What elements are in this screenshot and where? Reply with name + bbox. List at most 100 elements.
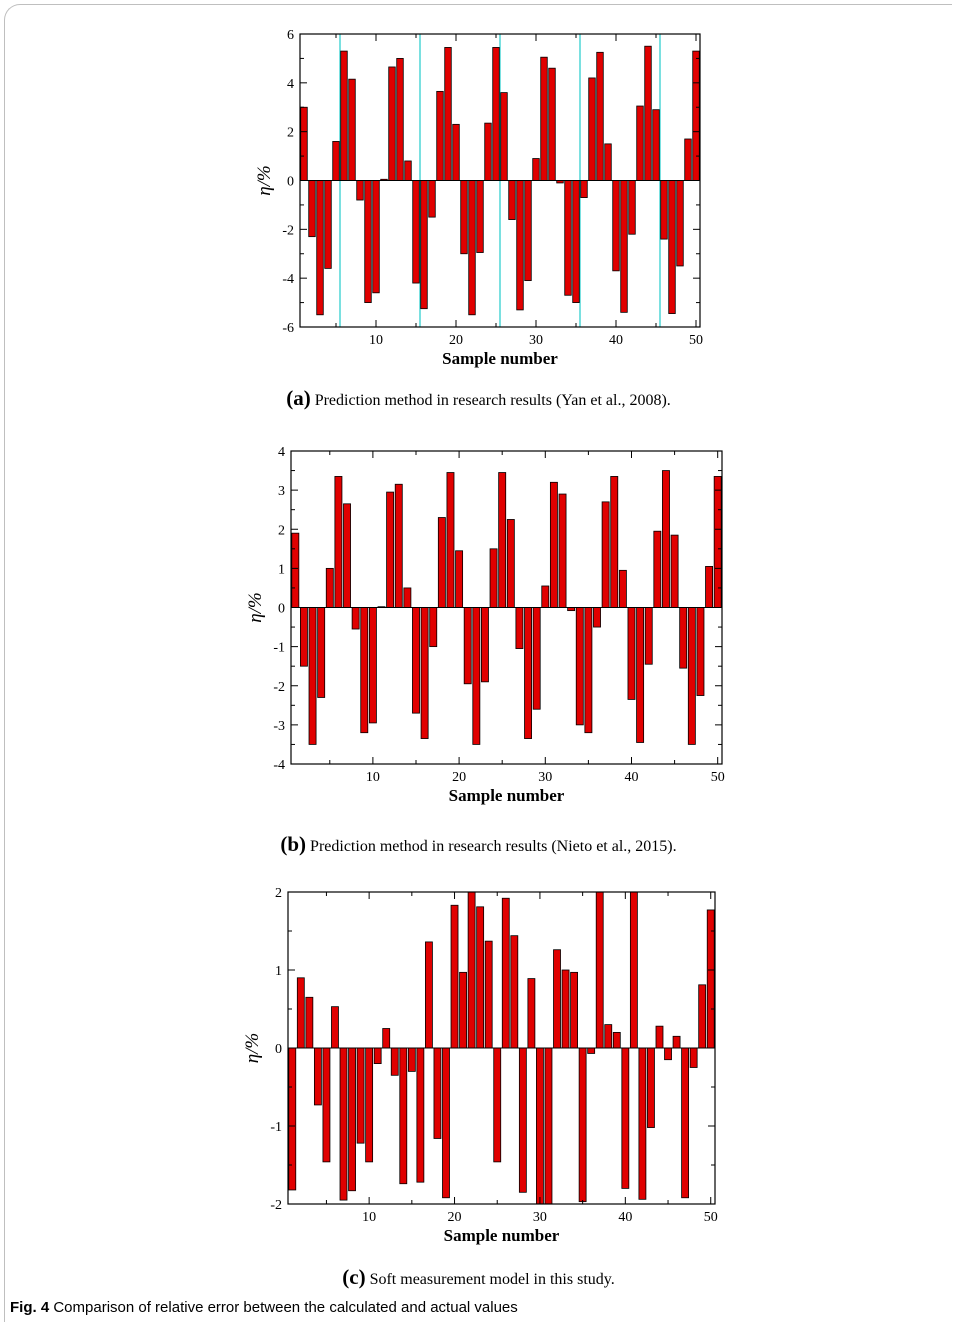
bar-34	[570, 971, 578, 1049]
chart-a: 10 20 30 40 50 -6 -4 -2 0 2 4 6 Sample number η/%	[254, 28, 703, 368]
bar-28	[518, 1047, 527, 1193]
bar-48	[696, 607, 705, 696]
bar-6	[340, 50, 348, 181]
bar-25	[493, 1047, 502, 1163]
subcaption-b-text: Prediction method in research results (N…	[310, 838, 677, 855]
bar-23	[481, 607, 489, 683]
figure-label: Fig. 4	[10, 1299, 50, 1316]
bar-19	[442, 1047, 450, 1199]
y-tick-label--1: -1	[273, 641, 285, 656]
bar-38	[596, 51, 604, 181]
subcaption-c: (c) Soft measurement model in this study…	[0, 1265, 957, 1290]
bar-50	[692, 50, 700, 181]
bar-13	[390, 1047, 399, 1076]
bar-48	[676, 180, 684, 267]
bar-30	[541, 585, 550, 608]
bar-37	[588, 77, 596, 181]
bar-32	[553, 949, 561, 1049]
bar-10	[365, 1047, 374, 1163]
bar-11	[373, 1047, 382, 1064]
bar-33	[561, 969, 570, 1049]
bar-17	[429, 607, 438, 648]
bar-34	[575, 607, 584, 726]
bar-7	[348, 78, 356, 181]
bar-5	[325, 567, 334, 608]
bar-12	[386, 491, 395, 608]
bar-29	[532, 607, 541, 710]
bar-49	[684, 138, 692, 181]
y-axis-title: η/%	[242, 1033, 263, 1064]
bar-15	[412, 607, 420, 714]
bar-9	[360, 607, 369, 734]
bar-44	[662, 470, 670, 608]
x-tick-label-20: 20	[448, 1210, 462, 1225]
bar-45	[664, 1047, 672, 1061]
x-axis-title: Sample number	[444, 1226, 560, 1245]
bar-47	[687, 607, 696, 745]
y-axis-title: η/%	[254, 165, 275, 196]
bar-21	[460, 180, 468, 255]
bar-37	[601, 501, 610, 608]
bar-8	[351, 607, 360, 630]
y-axis-title: η/%	[245, 592, 266, 623]
bar-43	[636, 105, 644, 181]
bar-4	[324, 180, 332, 269]
x-tick-label-20: 20	[449, 333, 463, 348]
bar-32	[558, 493, 567, 608]
y-tick-label--2: -2	[273, 680, 285, 695]
bar-38	[604, 1024, 613, 1049]
subcaption-a-letter: (a)	[286, 386, 311, 410]
x-tick-label-50: 50	[711, 770, 725, 785]
bar-26	[500, 92, 508, 181]
bar-17	[428, 180, 436, 218]
y-tick-label--3: -3	[273, 719, 285, 734]
bar-13	[396, 58, 404, 181]
bar-28	[524, 607, 532, 739]
bar-3	[305, 996, 314, 1049]
y-tick-label-6: 6	[287, 28, 294, 43]
x-tick-label-10: 10	[369, 333, 383, 348]
y-tick-label-4: 4	[287, 77, 294, 92]
y-tick-label-0: 0	[278, 602, 285, 617]
bar-25	[492, 47, 500, 181]
bar-14	[404, 160, 412, 181]
bar-20	[452, 123, 460, 181]
bar-8	[348, 1047, 356, 1192]
bar-39	[604, 143, 612, 181]
bar-29	[527, 978, 536, 1049]
bar-29	[524, 180, 532, 282]
bar-27	[515, 607, 524, 649]
x-tick-label-10: 10	[362, 1210, 376, 1225]
bar-2	[308, 180, 316, 238]
bar-4	[313, 1047, 322, 1106]
bar-13	[394, 483, 403, 608]
x-tick-label-20: 20	[452, 770, 466, 785]
bar-28	[516, 180, 524, 311]
subcaption-a-text: Prediction method in research results (Y…	[314, 392, 671, 409]
bar-3	[316, 180, 324, 316]
y-tick-label-2: 2	[275, 886, 282, 901]
bar-30	[536, 1047, 544, 1205]
bar-22	[467, 891, 476, 1049]
bar-31	[544, 1047, 553, 1205]
bar-20	[455, 550, 464, 608]
bar-7	[343, 503, 351, 608]
bar-19	[446, 472, 455, 608]
bar-41	[620, 180, 628, 313]
x-tick-label-10: 10	[366, 770, 380, 785]
x-tick-label-30: 30	[538, 770, 552, 785]
bar-47	[681, 1047, 690, 1199]
bar-48	[689, 1047, 698, 1068]
bar-44	[655, 1025, 664, 1049]
bar-14	[403, 587, 412, 608]
bar-18	[436, 90, 444, 181]
bar-30	[532, 158, 540, 181]
bar-4	[317, 607, 326, 698]
y-tick-label-0: 0	[287, 175, 294, 190]
bar-35	[578, 1047, 587, 1203]
bar-47	[668, 180, 676, 314]
y-tick-label--4: -4	[282, 272, 294, 287]
bar-23	[476, 180, 484, 253]
bar-1	[300, 106, 308, 181]
bar-12	[388, 66, 396, 181]
